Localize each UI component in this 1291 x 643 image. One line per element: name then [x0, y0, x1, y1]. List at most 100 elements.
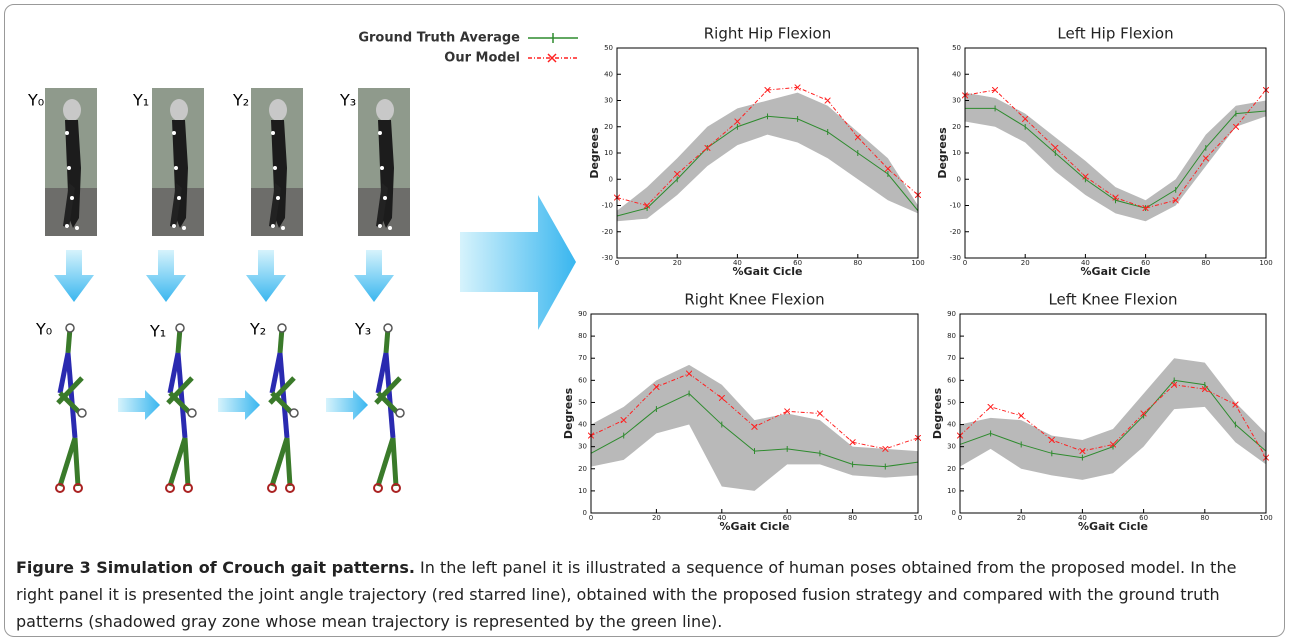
- y-tick-label: 40: [947, 421, 956, 429]
- x-tick-label: 0: [589, 514, 593, 522]
- band: [965, 93, 1266, 222]
- photo: [45, 88, 97, 236]
- x-tick-label: 100: [911, 259, 924, 267]
- y-tick-label: 0: [609, 175, 613, 183]
- page: Y₀ Y₁ Y₂ Y₃ Y₀ Y₁ Y₂ Y₃ Ground Truth Ave…: [0, 0, 1291, 643]
- photo-label: Y₀: [27, 91, 44, 110]
- skeleton-label: Y₃: [354, 320, 371, 339]
- y-tick-label: -10: [950, 202, 961, 210]
- skeleton-label: Y₂: [249, 320, 266, 339]
- x-tick-label: 80: [848, 514, 857, 522]
- legend-label: Ground Truth Average: [358, 31, 520, 46]
- y-tick-label: 90: [947, 310, 956, 318]
- y-tick-label: 10: [947, 487, 956, 495]
- side-arrow: [118, 390, 160, 420]
- photo-label: Y₂: [232, 91, 249, 110]
- x-tick-label: 60: [1139, 514, 1148, 522]
- y-tick-label: 60: [947, 376, 956, 384]
- y-axis-label: Degrees: [936, 127, 949, 179]
- down-arrows: [54, 250, 394, 302]
- photo: [251, 88, 303, 236]
- y-axis-label: Degrees: [931, 387, 944, 439]
- x-tick-label: 60: [783, 514, 792, 522]
- down-arrow: [354, 250, 394, 302]
- y-tick-label: 70: [947, 354, 956, 362]
- big-arrow: [460, 195, 576, 330]
- y-tick-label: -30: [602, 254, 613, 262]
- down-arrow: [54, 250, 94, 302]
- photo-label: Y₁: [132, 91, 149, 110]
- x-tick-label: 80: [853, 259, 862, 267]
- x-tick-label: 20: [652, 514, 661, 522]
- x-axis-label: %Gait Cicle: [1081, 265, 1151, 278]
- y-tick-label: 0: [957, 175, 961, 183]
- skeleton-label: Y₁: [149, 322, 166, 341]
- y-tick-label: 80: [947, 332, 956, 340]
- x-tick-label: 0: [963, 259, 967, 267]
- y-tick-label: 80: [578, 332, 587, 340]
- y-tick-label: 20: [578, 465, 587, 473]
- y-tick-label: 10: [952, 149, 961, 157]
- skeleton: [374, 324, 404, 492]
- side-arrow: [218, 390, 260, 420]
- y-tick-label: -10: [602, 202, 613, 210]
- x-axis-label: %Gait Cicle: [1078, 520, 1148, 533]
- x-tick-label: 60: [793, 259, 802, 267]
- y-axis-label: Degrees: [588, 127, 601, 179]
- y-tick-label: 30: [952, 97, 961, 105]
- y-tick-label: 50: [578, 398, 587, 406]
- band: [591, 365, 918, 491]
- y-tick-label: 50: [947, 398, 956, 406]
- x-axis-label: %Gait Cicle: [720, 520, 790, 533]
- x-tick-label: 40: [733, 259, 742, 267]
- x-tick-label: 100: [1259, 259, 1272, 267]
- photo-label: Y₃: [339, 91, 356, 110]
- down-arrow: [246, 250, 286, 302]
- side-arrow: [326, 390, 368, 420]
- y-tick-label: 30: [604, 97, 613, 105]
- band: [960, 358, 1266, 480]
- x-tick-label: 20: [673, 259, 682, 267]
- y-tick-label: 50: [604, 44, 613, 52]
- photo: [152, 88, 204, 236]
- x-tick-label: 40: [1081, 259, 1090, 267]
- y-tick-label: 50: [952, 44, 961, 52]
- x-tick-label: 40: [717, 514, 726, 522]
- x-tick-label: 60: [1141, 259, 1150, 267]
- y-tick-label: 0: [952, 509, 956, 517]
- photo: [358, 88, 410, 236]
- x-tick-label: 40: [1078, 514, 1087, 522]
- caption-label: Figure 3 Simulation of Crouch gait patte…: [16, 558, 415, 577]
- y-tick-label: -20: [950, 228, 961, 236]
- down-arrow: [146, 250, 186, 302]
- y-tick-label: 0: [583, 509, 587, 517]
- y-axis-label: Degrees: [562, 387, 575, 439]
- band: [617, 93, 918, 222]
- x-tick-label: 0: [615, 259, 619, 267]
- y-tick-label: 40: [604, 70, 613, 78]
- photos: [45, 88, 410, 236]
- chart-title: Right Knee Flexion: [684, 291, 824, 309]
- chart-title: Right Hip Flexion: [704, 25, 832, 43]
- y-tick-label: 20: [947, 465, 956, 473]
- x-tick-label: 10: [914, 514, 923, 522]
- skeleton: [56, 324, 86, 492]
- skeleton: [268, 324, 298, 492]
- y-tick-label: 40: [952, 70, 961, 78]
- skeleton: [166, 324, 196, 492]
- legend-label: Our Model: [444, 51, 520, 66]
- y-tick-label: 10: [578, 487, 587, 495]
- x-tick-label: 20: [1017, 514, 1026, 522]
- y-tick-label: 30: [578, 443, 587, 451]
- y-tick-label: -20: [602, 228, 613, 236]
- x-tick-label: 0: [958, 514, 962, 522]
- skeleton-label: Y₀: [35, 320, 52, 339]
- y-tick-label: -30: [950, 254, 961, 262]
- y-tick-label: 30: [947, 443, 956, 451]
- x-tick-label: 100: [1259, 514, 1272, 522]
- plot-frame: [965, 48, 1266, 258]
- y-tick-label: 60: [578, 376, 587, 384]
- chart-title: Left Knee Flexion: [1048, 291, 1177, 309]
- y-tick-label: 20: [604, 123, 613, 131]
- x-tick-label: 80: [1201, 259, 1210, 267]
